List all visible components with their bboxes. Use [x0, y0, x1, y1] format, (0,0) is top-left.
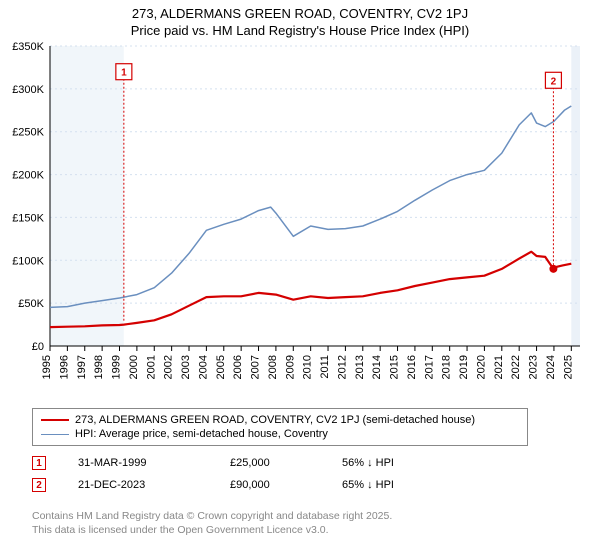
footer-line2: This data is licensed under the Open Gov…	[32, 524, 392, 538]
marker-row-2: 2 21-DEC-2023 £90,000 65% ↓ HPI	[32, 474, 572, 496]
svg-text:2020: 2020	[475, 355, 487, 379]
svg-text:2004: 2004	[197, 355, 209, 379]
svg-text:2021: 2021	[493, 355, 505, 379]
svg-text:2005: 2005	[215, 355, 227, 379]
chart-area: £0£50K£100K£150K£200K£250K£300K£350K1995…	[50, 46, 580, 376]
svg-text:2008: 2008	[267, 355, 279, 379]
svg-text:£100K: £100K	[12, 255, 44, 267]
legend-label-hpi: HPI: Average price, semi-detached house,…	[75, 428, 328, 440]
legend-label-property: 273, ALDERMANS GREEN ROAD, COVENTRY, CV2…	[75, 414, 475, 426]
svg-text:2012: 2012	[336, 355, 348, 379]
footer-attribution: Contains HM Land Registry data © Crown c…	[32, 510, 392, 537]
svg-text:1997: 1997	[76, 355, 88, 379]
legend-item-hpi: HPI: Average price, semi-detached house,…	[41, 427, 519, 441]
footer-line1: Contains HM Land Registry data © Crown c…	[32, 510, 392, 524]
legend-item-property: 273, ALDERMANS GREEN ROAD, COVENTRY, CV2…	[41, 413, 519, 427]
svg-text:2023: 2023	[528, 355, 540, 379]
svg-text:2011: 2011	[319, 355, 331, 379]
svg-text:2017: 2017	[423, 355, 435, 379]
chart-title: 273, ALDERMANS GREEN ROAD, COVENTRY, CV2…	[0, 0, 600, 40]
marker-table: 1 31-MAR-1999 £25,000 56% ↓ HPI 2 21-DEC…	[32, 452, 572, 496]
svg-text:2018: 2018	[441, 355, 453, 379]
marker-row-1: 1 31-MAR-1999 £25,000 56% ↓ HPI	[32, 452, 572, 474]
price-chart: £0£50K£100K£150K£200K£250K£300K£350K1995…	[50, 46, 580, 376]
svg-text:£0: £0	[32, 341, 44, 353]
marker-date-2: 21-DEC-2023	[78, 479, 198, 491]
svg-text:£50K: £50K	[18, 298, 44, 310]
svg-text:£150K: £150K	[12, 212, 44, 224]
svg-text:2025: 2025	[562, 355, 574, 379]
svg-text:2014: 2014	[371, 355, 383, 379]
svg-text:2015: 2015	[389, 355, 401, 379]
svg-text:2022: 2022	[510, 355, 522, 379]
marker-box-1: 1	[32, 456, 46, 470]
svg-text:£350K: £350K	[12, 41, 44, 53]
title-line2: Price paid vs. HM Land Registry's House …	[0, 23, 600, 40]
svg-text:2009: 2009	[284, 355, 296, 379]
svg-text:2002: 2002	[163, 355, 175, 379]
legend-swatch-property	[41, 419, 69, 421]
marker-box-2: 2	[32, 478, 46, 492]
svg-text:1996: 1996	[58, 355, 70, 379]
legend-swatch-hpi	[41, 434, 69, 435]
svg-text:2007: 2007	[250, 355, 262, 379]
svg-text:1999: 1999	[111, 355, 123, 379]
marker-date-1: 31-MAR-1999	[78, 457, 198, 469]
marker-price-2: £90,000	[230, 479, 310, 491]
svg-text:2001: 2001	[145, 355, 157, 379]
svg-text:2000: 2000	[128, 355, 140, 379]
svg-text:2019: 2019	[458, 355, 470, 379]
title-line1: 273, ALDERMANS GREEN ROAD, COVENTRY, CV2…	[0, 6, 600, 23]
svg-text:£300K: £300K	[12, 84, 44, 96]
marker-price-1: £25,000	[230, 457, 310, 469]
marker-cmp-2: 65% ↓ HPI	[342, 479, 394, 491]
svg-text:2013: 2013	[354, 355, 366, 379]
svg-text:1: 1	[121, 68, 127, 79]
svg-text:2: 2	[551, 76, 557, 87]
svg-text:£200K: £200K	[12, 170, 44, 182]
svg-text:£250K: £250K	[12, 127, 44, 139]
svg-text:2010: 2010	[302, 355, 314, 379]
svg-text:2003: 2003	[180, 355, 192, 379]
svg-text:1995: 1995	[41, 355, 53, 379]
legend: 273, ALDERMANS GREEN ROAD, COVENTRY, CV2…	[32, 408, 528, 446]
svg-text:2006: 2006	[232, 355, 244, 379]
svg-text:2024: 2024	[545, 355, 557, 379]
svg-text:1998: 1998	[93, 355, 105, 379]
marker-cmp-1: 56% ↓ HPI	[342, 457, 394, 469]
svg-text:2016: 2016	[406, 355, 418, 379]
